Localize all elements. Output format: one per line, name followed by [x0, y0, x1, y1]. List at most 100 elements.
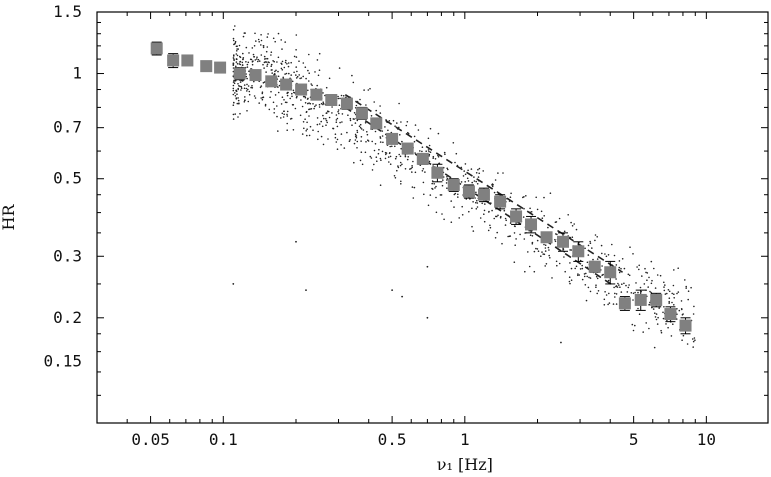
scatter-point — [238, 44, 241, 47]
scatter-point — [522, 196, 524, 199]
scatter-point — [575, 228, 578, 231]
scatter-point — [339, 97, 341, 100]
scatter-point — [666, 292, 668, 295]
scatter-point — [543, 215, 545, 217]
scatter-point — [563, 256, 565, 258]
scatter-point — [276, 115, 278, 118]
scatter-point — [690, 286, 692, 289]
scatter-point — [237, 48, 239, 50]
scatter-point — [419, 150, 421, 152]
scatter-point — [251, 61, 254, 63]
scatter-point — [233, 58, 235, 60]
scatter-point — [337, 110, 339, 113]
scatter-point — [233, 101, 235, 104]
scatter-point — [280, 117, 282, 119]
scatter-point — [245, 46, 248, 49]
scatter-point — [246, 66, 249, 68]
scatter-point — [253, 80, 255, 83]
scatter-point — [345, 96, 347, 98]
scatter-point — [355, 136, 358, 139]
scatter-point — [414, 171, 417, 174]
scatter-point — [395, 155, 398, 158]
scatter-point — [373, 163, 375, 166]
scatter-point — [584, 284, 587, 286]
scatter-point — [591, 247, 593, 249]
scatter-point — [233, 54, 235, 56]
scatter-point — [381, 150, 384, 153]
scatter-point — [338, 104, 341, 106]
scatter-point — [316, 117, 319, 119]
scatter-point — [310, 108, 313, 110]
scatter-point — [234, 25, 236, 27]
scatter-point — [369, 155, 372, 158]
scatter-point — [237, 99, 240, 102]
scatter-point — [340, 144, 342, 146]
scatter-point — [659, 274, 662, 277]
scatter-point — [492, 184, 494, 186]
scatter-point — [325, 118, 327, 120]
scatter-point — [307, 102, 309, 105]
scatter-point — [604, 291, 606, 293]
scatter-point — [673, 304, 675, 306]
scatter-point — [287, 62, 290, 64]
scatter-point — [326, 112, 328, 114]
scatter-point — [437, 132, 440, 135]
scatter-point — [361, 163, 364, 166]
scatter-point — [400, 147, 403, 150]
scatter-point — [232, 84, 235, 87]
binned-point — [572, 245, 585, 258]
scatter-point — [250, 58, 253, 61]
scatter-point — [353, 161, 355, 164]
scatter-point — [371, 169, 374, 171]
scatter-point — [544, 244, 547, 246]
scatter-point — [236, 63, 239, 65]
scatter-point — [371, 140, 374, 143]
y-tick-label: 1 — [72, 64, 82, 83]
scatter-point — [370, 115, 373, 117]
scatter-point — [677, 291, 680, 293]
scatter-point — [421, 170, 424, 172]
scatter-point — [284, 73, 286, 75]
scatter-point — [243, 101, 246, 103]
scatter-point — [643, 283, 646, 285]
scatter-point — [607, 254, 610, 256]
scatter-point — [360, 140, 362, 142]
scatter-point — [282, 116, 285, 118]
scatter-point — [367, 89, 370, 91]
scatter-point — [650, 260, 653, 263]
scatter-point — [614, 296, 616, 298]
binned-point — [494, 195, 507, 208]
scatter-point — [663, 281, 665, 284]
scatter-point — [629, 246, 631, 248]
binned-point — [310, 88, 323, 101]
scatter-point — [265, 71, 267, 73]
scatter-point — [299, 77, 301, 80]
scatter-point — [280, 62, 283, 65]
scatter-point — [260, 34, 262, 36]
scatter-point — [654, 312, 656, 315]
scatter-point — [263, 55, 266, 58]
scatter-point — [668, 300, 670, 303]
scatter-point — [351, 124, 353, 126]
scatter-point — [312, 129, 314, 131]
scatter-point — [286, 94, 289, 97]
scatter-point — [259, 86, 262, 89]
scatter-point — [544, 247, 547, 249]
scatter-point — [302, 95, 305, 98]
scatter-point — [277, 86, 279, 88]
scatter-point — [433, 183, 436, 185]
scatter-point — [646, 272, 649, 274]
scatter-point — [589, 240, 591, 243]
scatter-point — [585, 299, 588, 302]
scatter-point — [356, 140, 359, 143]
binned-point — [249, 69, 262, 82]
scatter-point — [270, 51, 273, 53]
scatter-point — [404, 154, 407, 156]
scatter-point — [325, 119, 328, 122]
scatter-point — [571, 225, 574, 227]
scatter-point — [322, 143, 325, 146]
scatter-point — [422, 181, 425, 184]
scatter-point — [308, 102, 310, 104]
scatter-point — [500, 215, 502, 218]
scatter-point — [457, 196, 459, 198]
